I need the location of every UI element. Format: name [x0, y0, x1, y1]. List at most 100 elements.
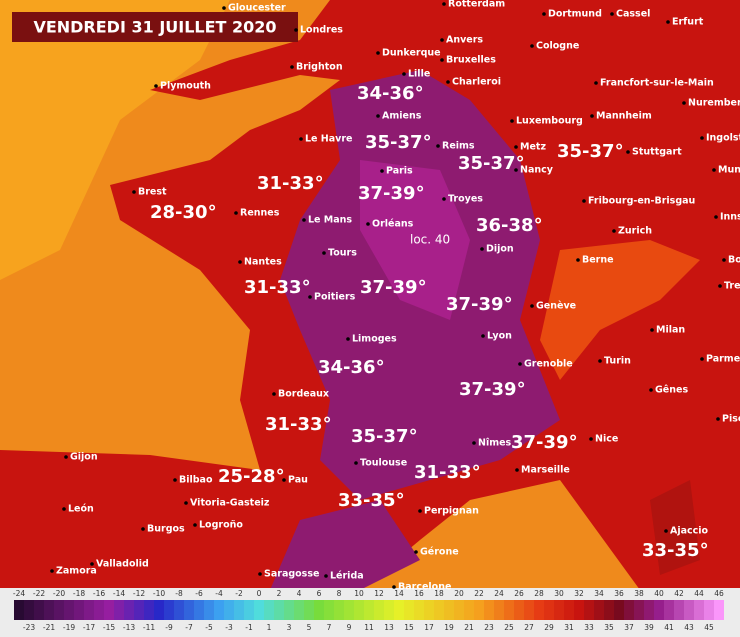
- legend-label: 0: [257, 589, 262, 598]
- city-dot: [132, 190, 136, 194]
- legend-label: 17: [424, 623, 434, 632]
- city-label: Bo: [728, 255, 740, 266]
- spain-hot: [270, 500, 420, 590]
- legend-label: 26: [514, 589, 524, 598]
- legend-swatch: [654, 600, 664, 620]
- city-dot: [514, 168, 518, 172]
- temperature-label: 37-39°: [511, 432, 578, 453]
- temperature-label: 35-37°: [458, 153, 525, 174]
- city-dot: [480, 247, 484, 251]
- city-label: Turin: [604, 356, 631, 367]
- legend-label: 7: [327, 623, 332, 632]
- city-dot: [322, 251, 326, 255]
- legend-label: 28: [534, 589, 544, 598]
- alps: [540, 240, 700, 380]
- legend-swatch: [264, 600, 274, 620]
- temperature-label: 31-33°: [244, 277, 311, 298]
- city-label: Tre: [724, 281, 740, 292]
- legend-swatch: [244, 600, 254, 620]
- legend-label: -13: [123, 623, 135, 632]
- city-dot: [515, 468, 519, 472]
- legend-label: 29: [544, 623, 554, 632]
- legend-swatch: [404, 600, 414, 620]
- legend-label: 1: [267, 623, 272, 632]
- legend-label: -3: [225, 623, 233, 632]
- legend-label: -1: [245, 623, 253, 632]
- legend-label: 32: [574, 589, 584, 598]
- legend-swatch: [94, 600, 104, 620]
- city-dot: [376, 114, 380, 118]
- city-label: Gloucester: [228, 3, 286, 14]
- legend-swatch: [454, 600, 464, 620]
- city-label: Anvers: [446, 35, 483, 46]
- city-label: Charleroi: [452, 77, 501, 88]
- city-label: Erfurt: [672, 17, 704, 28]
- legend-swatch: [394, 600, 404, 620]
- city-label: Barcelone: [398, 582, 451, 593]
- legend-swatch: [104, 600, 114, 620]
- city-dot: [50, 569, 54, 573]
- legend-swatch: [384, 600, 394, 620]
- legend-swatch: [504, 600, 514, 620]
- legend-swatch: [194, 600, 204, 620]
- city-label: Grenoble: [524, 359, 573, 370]
- city-label: Plymouth: [160, 81, 211, 92]
- hottest-zone: [360, 160, 470, 320]
- legend-swatch: [524, 600, 534, 620]
- city-dot: [576, 258, 580, 262]
- city-dot: [722, 258, 726, 262]
- city-dot: [700, 357, 704, 361]
- legend-label: 45: [704, 623, 714, 632]
- legend-label: 31: [564, 623, 574, 632]
- legend-swatch: [434, 600, 444, 620]
- city-dot: [440, 38, 444, 42]
- temperature-label: 34-36°: [357, 83, 424, 104]
- legend-swatch: [134, 600, 144, 620]
- legend-swatch: [184, 600, 194, 620]
- city-label: Dortmund: [548, 9, 602, 20]
- legend-label: 3: [287, 623, 292, 632]
- temperature-label: 31-33°: [265, 414, 332, 435]
- legend-swatch: [174, 600, 184, 620]
- city-label: Lyon: [487, 331, 512, 342]
- legend-swatch: [544, 600, 554, 620]
- legend-label: -20: [53, 589, 65, 598]
- city-label: Ingolst: [706, 133, 740, 144]
- legend-swatch: [444, 600, 454, 620]
- city-label: Marseille: [521, 465, 570, 476]
- city-label: Francfort-sur-le-Main: [600, 78, 714, 89]
- legend-label: 9: [347, 623, 352, 632]
- legend-label: -7: [185, 623, 193, 632]
- city-dot: [193, 523, 197, 527]
- legend-swatch: [234, 600, 244, 620]
- legend-swatch: [124, 600, 134, 620]
- legend-label: 44: [694, 589, 704, 598]
- temperature-label: 34-36°: [318, 357, 385, 378]
- temperature-label: 35-37°: [351, 426, 418, 447]
- legend-swatch: [574, 600, 584, 620]
- city-dot: [324, 574, 328, 578]
- city-dot: [392, 585, 396, 589]
- legend-swatch: [14, 600, 24, 620]
- temperature-label: loc. 40: [410, 233, 450, 247]
- legend-swatch: [564, 600, 574, 620]
- temperature-label: 33-35°: [338, 490, 405, 511]
- city-label: Bordeaux: [278, 389, 329, 400]
- city-label: Bruxelles: [446, 55, 496, 66]
- city-label: Nancy: [520, 165, 554, 176]
- legend-swatch: [84, 600, 94, 620]
- legend-swatch: [494, 600, 504, 620]
- legend-swatch: [164, 600, 174, 620]
- city-label: Saragosse: [264, 569, 319, 580]
- legend-swatch: [214, 600, 224, 620]
- city-dot: [518, 362, 522, 366]
- city-label: Parme: [706, 354, 740, 365]
- temperature-label: 31-33°: [414, 462, 481, 483]
- legend-swatch: [674, 600, 684, 620]
- city-dot: [590, 114, 594, 118]
- city-dot: [682, 101, 686, 105]
- city-dot: [376, 51, 380, 55]
- legend-swatch: [344, 600, 354, 620]
- city-label: Londres: [300, 25, 343, 36]
